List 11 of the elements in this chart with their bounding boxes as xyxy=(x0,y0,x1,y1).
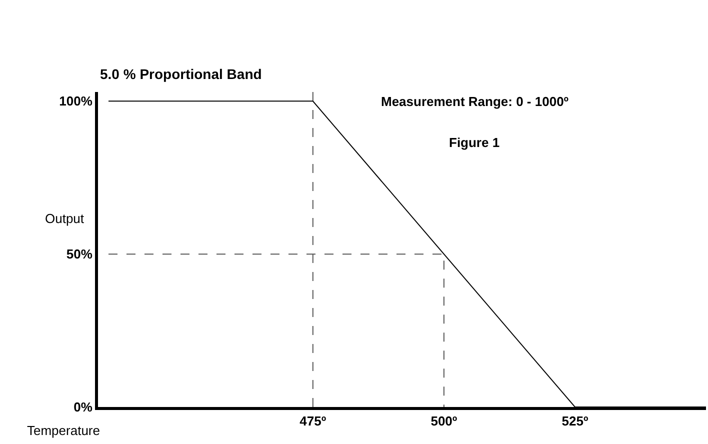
y-axis-title: Output xyxy=(45,211,84,226)
x-tick-label: 475º xyxy=(300,414,326,429)
y-tick-label: 100% xyxy=(59,94,93,109)
chart-title: 5.0 % Proportional Band xyxy=(100,66,262,82)
y-tick-label: 50% xyxy=(66,246,93,262)
y-tick-label: 0% xyxy=(74,400,93,415)
x-axis-title: Temperature xyxy=(27,423,100,438)
annotation: Measurement Range: 0 - 1000º xyxy=(381,94,569,109)
annotation: Figure 1 xyxy=(449,135,500,150)
x-tick-label: 525º xyxy=(562,414,588,429)
x-tick-label: 500º xyxy=(430,414,458,429)
